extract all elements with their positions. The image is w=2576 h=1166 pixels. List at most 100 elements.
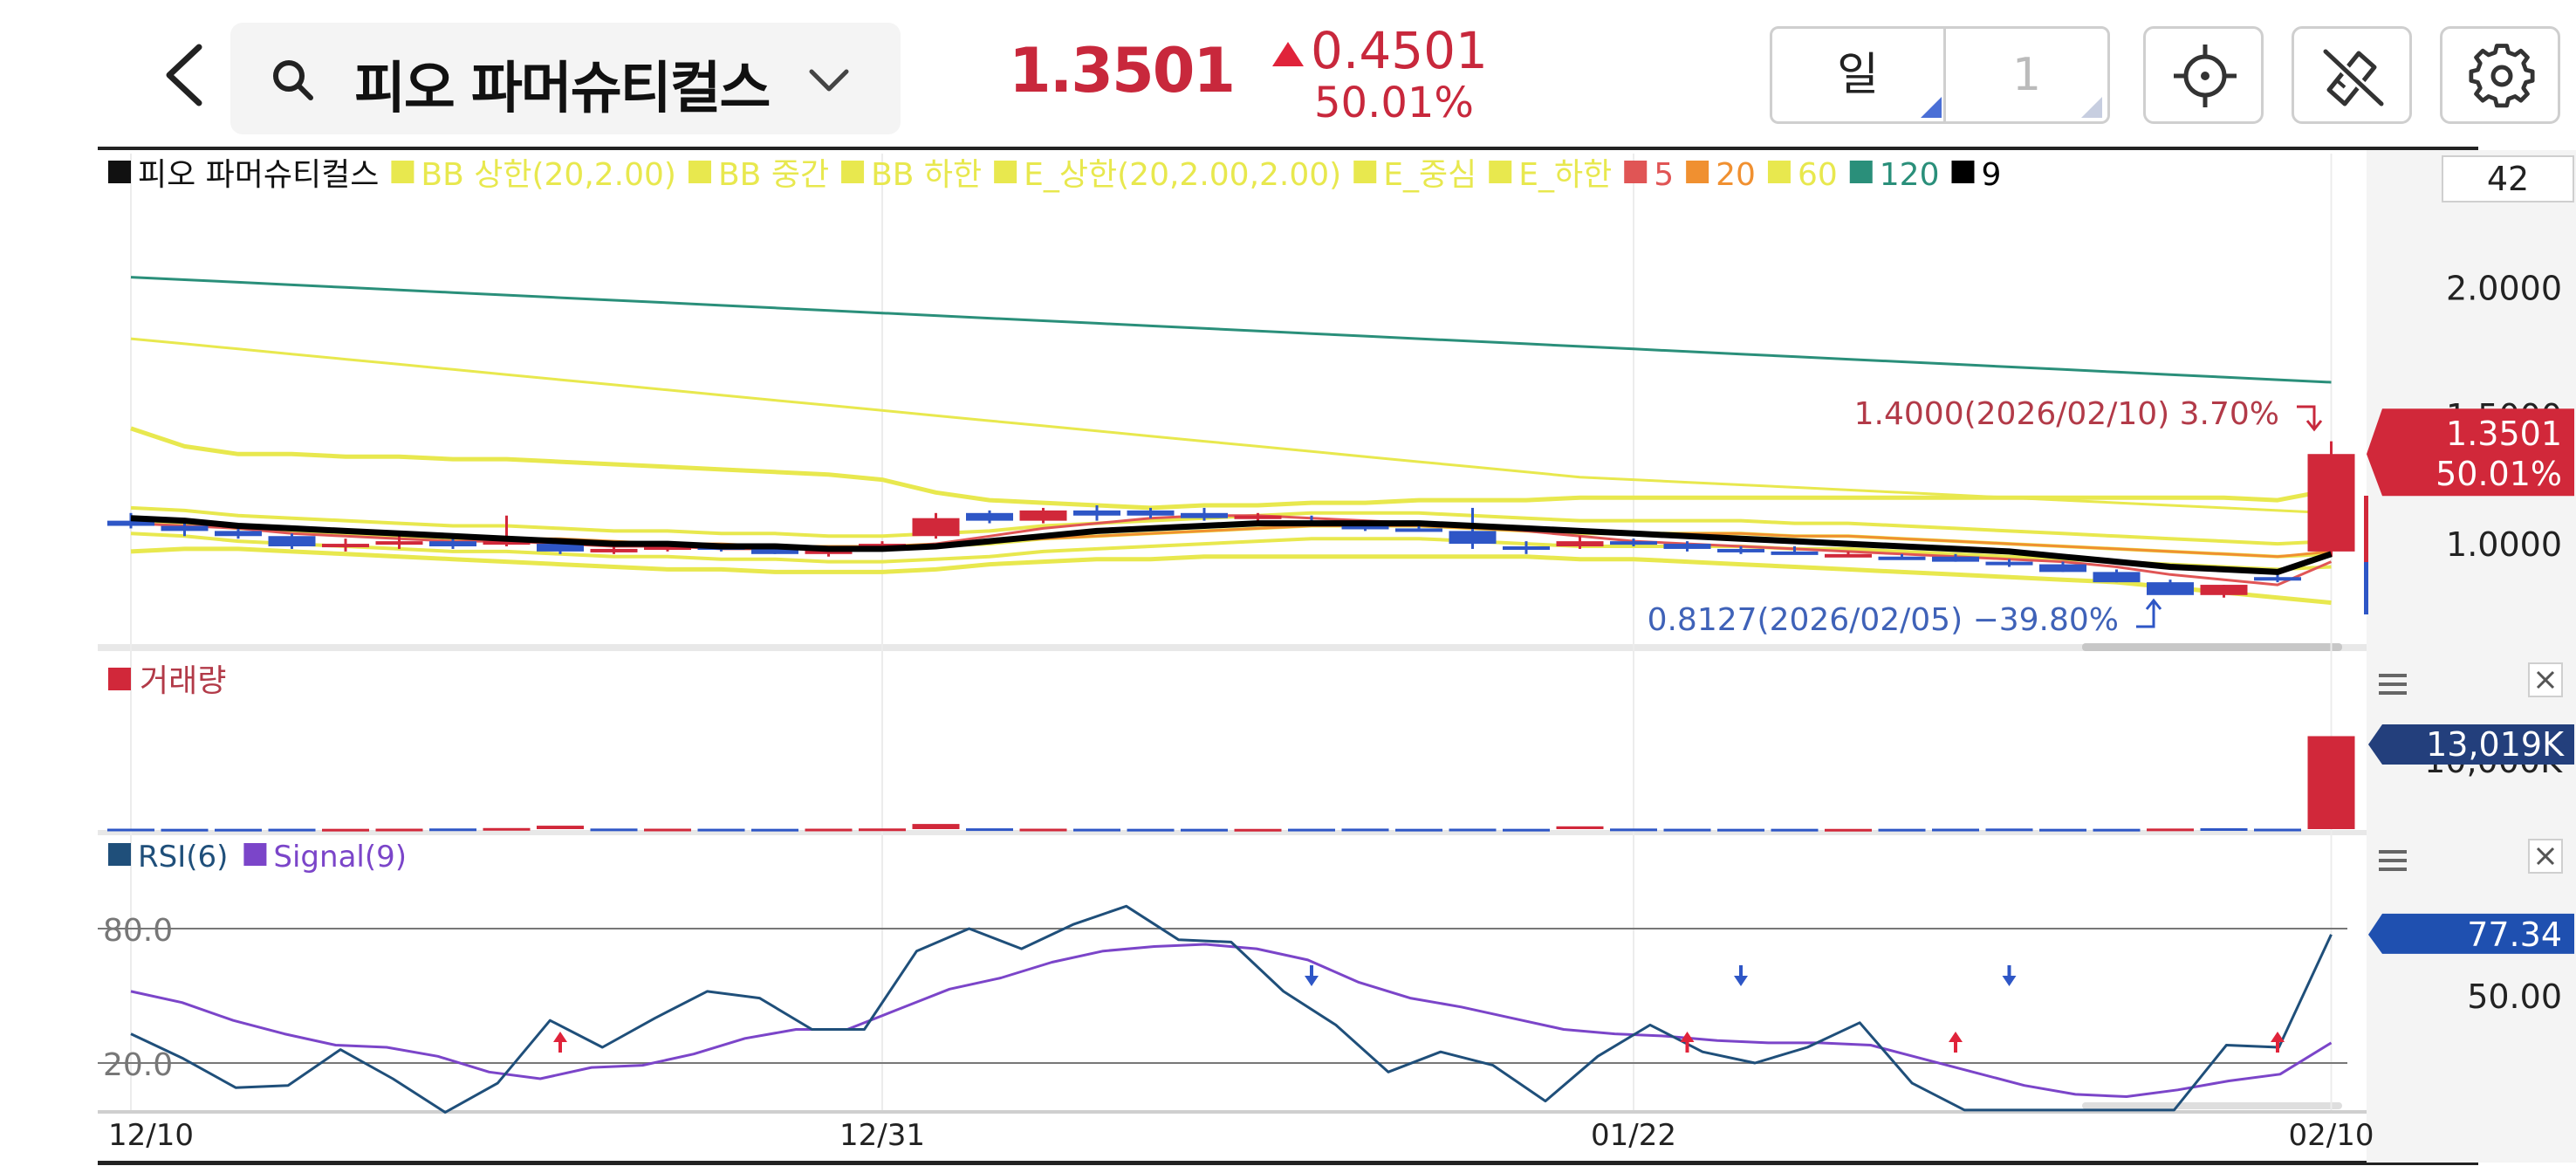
- volume-bar: [1073, 828, 1120, 832]
- pane-separator: [98, 830, 2367, 835]
- period-value-dropdown[interactable]: 1: [1946, 29, 2107, 121]
- y-axis-panel: [2367, 150, 2576, 1163]
- legend-label: 120: [1880, 157, 1940, 193]
- drawing-tools-button[interactable]: [2292, 26, 2412, 124]
- buy-signal-arrow-icon: [1949, 1032, 1963, 1053]
- pane-close-icon[interactable]: [2528, 662, 2563, 697]
- period-unit-dropdown[interactable]: 일: [1772, 29, 1946, 121]
- rsi-level-label: 80.0: [103, 913, 173, 949]
- candle: [2254, 574, 2301, 583]
- legend-swatch: [1849, 161, 1873, 183]
- envelope-lower-line: [130, 532, 2332, 572]
- legend-label: E_하한: [1518, 157, 1612, 193]
- ma9-line: [130, 515, 2333, 575]
- volume-bar: [1127, 828, 1175, 832]
- candle-body: [1717, 548, 1764, 552]
- legend-item: 60: [1767, 157, 1838, 193]
- legend-swatch: [108, 843, 131, 866]
- back-button[interactable]: [150, 35, 220, 115]
- stock-search-box[interactable]: 피오 파머슈티컬스: [230, 23, 901, 134]
- candle: [1825, 551, 1872, 558]
- legend-label: E_중심: [1383, 157, 1476, 193]
- candle-body: [1771, 551, 1819, 555]
- legend-swatch: [1624, 161, 1648, 183]
- low-annotation: 0.8127(2026/02/05) −39.80%: [1648, 602, 2119, 638]
- volume-bar: [1663, 828, 1711, 832]
- drawing-tools-off-icon: [2322, 47, 2385, 108]
- ma120-line: [130, 276, 2332, 384]
- candle-count-badge[interactable]: 42: [2442, 155, 2574, 202]
- legend-swatch: [1951, 161, 1975, 183]
- legend-swatch: [688, 161, 711, 183]
- candle-body: [1181, 512, 1228, 518]
- volume-bar: [1985, 828, 2033, 832]
- candle-body: [1663, 544, 1711, 549]
- signal-line: [130, 943, 2333, 1098]
- candle-body: [1556, 541, 1604, 546]
- candle-body: [2147, 582, 2194, 595]
- candle: [2200, 585, 2248, 598]
- volume-bar: [1556, 826, 1604, 829]
- candle: [1610, 538, 1657, 546]
- legend-item: 120: [1849, 157, 1940, 193]
- candle: [1019, 507, 1067, 524]
- volume-bar: [697, 828, 745, 832]
- legend-item: BB 중간: [688, 157, 829, 193]
- volume-bar: [1019, 828, 1067, 832]
- legend-swatch: [108, 161, 131, 183]
- bottom-border: [98, 1161, 2478, 1165]
- legend-label: 5: [1654, 157, 1674, 193]
- candle-body: [2200, 585, 2248, 595]
- volume-bar: [375, 828, 423, 832]
- pane-menu-icon[interactable]: [2379, 850, 2407, 871]
- settings-button[interactable]: [2440, 26, 2560, 124]
- candle-body: [2254, 577, 2301, 581]
- volume-bar: [1395, 828, 1442, 832]
- search-icon: [273, 60, 313, 100]
- close-cross: [2536, 670, 2555, 689]
- candle-body: [429, 541, 476, 546]
- pane-menu-icon[interactable]: [2379, 674, 2407, 695]
- candle: [1073, 505, 1120, 521]
- candle-body: [644, 546, 691, 550]
- volume-legend-label: 거래량: [140, 663, 226, 699]
- dropdown-corner-icon: [2081, 97, 2102, 118]
- candle: [2039, 561, 2086, 573]
- volume-tag: [2368, 724, 2574, 765]
- rsi-legend-label: RSI(6): [138, 840, 228, 874]
- crosshair-button[interactable]: [2143, 26, 2264, 124]
- candle: [1771, 546, 1819, 555]
- legend-label: 20: [1716, 157, 1756, 193]
- candle: [1663, 541, 1711, 552]
- candle-body: [1234, 515, 1282, 519]
- buy-signal-arrow-icon: [553, 1032, 567, 1053]
- dropdown-corner-icon: [1921, 97, 1942, 118]
- legend-swatch: [108, 668, 131, 690]
- volume-bar: [2147, 828, 2194, 832]
- x-tick-label: 01/22: [1591, 1118, 1676, 1153]
- menu-bar: [2379, 850, 2407, 854]
- price-change-percent: 50.01%: [1314, 79, 1475, 127]
- scroll-thumb: [2082, 643, 2342, 651]
- legend-label: BB 중간: [718, 157, 829, 193]
- price-tag: [2367, 408, 2574, 497]
- legend-item: BB 하한: [841, 157, 982, 193]
- bb-upper-line: [130, 426, 2332, 511]
- volume-bar: [2039, 828, 2086, 832]
- legend-swatch: [1686, 161, 1709, 183]
- candle-body: [1985, 561, 2033, 566]
- candle-body: [375, 541, 423, 545]
- candle-body: [107, 520, 154, 526]
- period-unit-label: 일: [1837, 49, 1879, 101]
- volume-bar: [2093, 828, 2141, 832]
- volume-bar: [1288, 828, 1335, 832]
- volume-bar: [268, 828, 316, 832]
- candle-body: [1825, 553, 1872, 558]
- legend-item: E_하한: [1489, 157, 1612, 193]
- volume-bar: [1449, 828, 1497, 832]
- menu-bar: [2379, 682, 2407, 686]
- legend-swatch: [994, 161, 1017, 183]
- volume-bar: [2307, 736, 2355, 829]
- pane-close-icon[interactable]: [2528, 839, 2563, 874]
